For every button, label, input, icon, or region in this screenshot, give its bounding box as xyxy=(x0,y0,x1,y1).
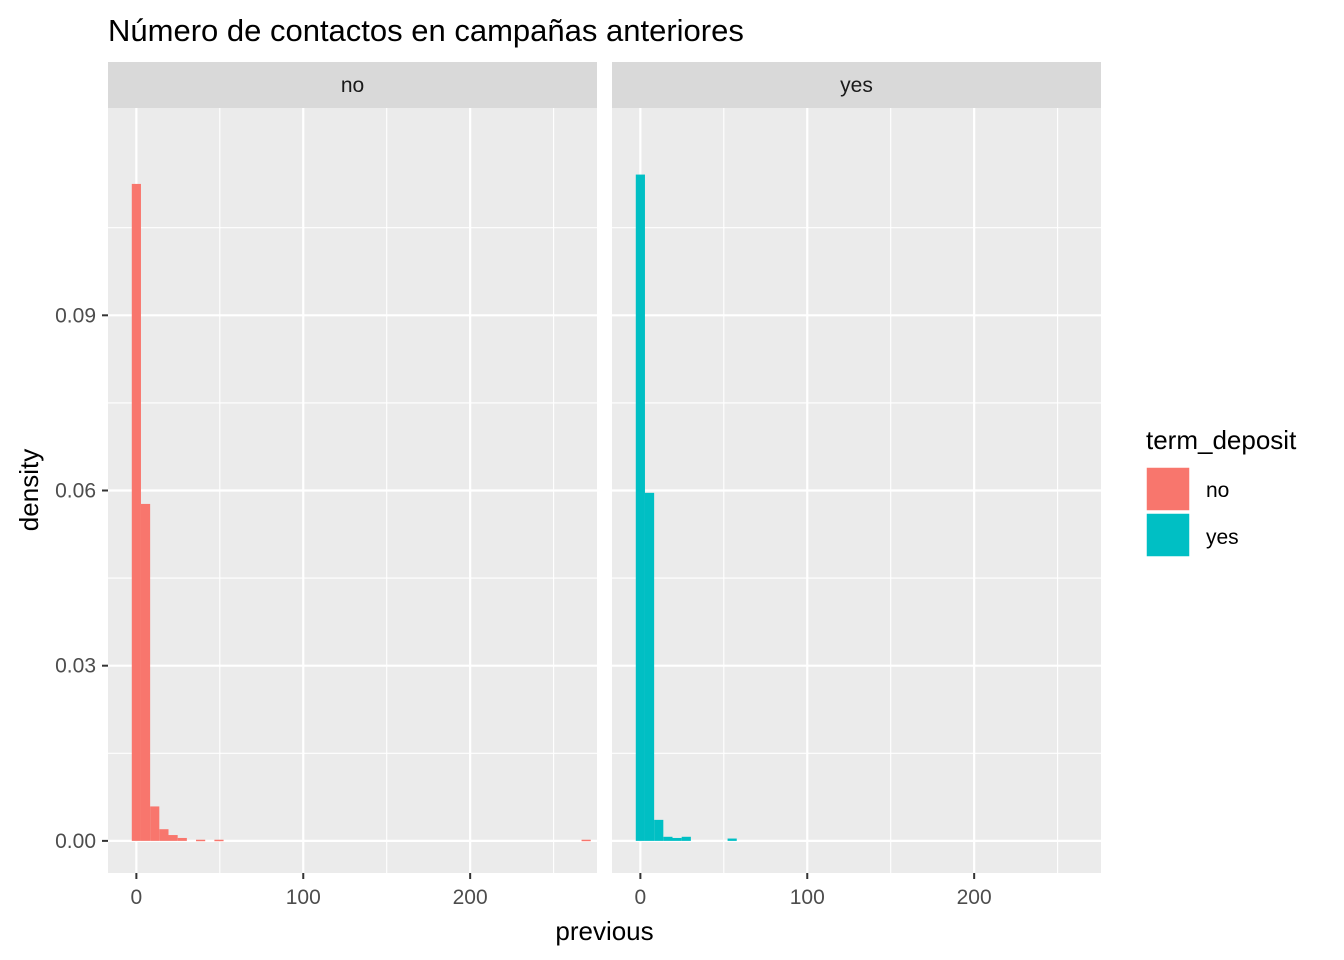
panel-no: no 0 100 200 xyxy=(108,62,597,909)
y-tick-label: 0.06 xyxy=(55,480,96,503)
facet-strip-label-no: no xyxy=(341,74,364,97)
legend: term_deposit no yes xyxy=(1145,425,1297,558)
chart-title: Número de contactos en campañas anterior… xyxy=(108,13,744,48)
histogram-bar xyxy=(140,503,151,841)
legend-key-yes xyxy=(1145,512,1191,558)
histogram-bar xyxy=(644,492,655,841)
facet-panels: no 0 100 200 yes 0 100 200 xyxy=(108,62,1101,909)
y-tick-label: 0.00 xyxy=(55,830,96,853)
histogram-bar xyxy=(727,838,737,841)
x-axis-title: previous xyxy=(555,916,653,946)
legend-key-no xyxy=(1145,466,1191,512)
histogram-bar xyxy=(672,837,682,841)
legend-label-no: no xyxy=(1206,479,1229,502)
x-tick-label: 200 xyxy=(957,886,992,909)
facet-strip-yes xyxy=(612,62,1101,108)
x-tick-label: 0 xyxy=(635,886,647,909)
panel-yes: yes 0 100 200 xyxy=(612,62,1101,909)
histogram-bar xyxy=(581,839,591,842)
facet-strip-no xyxy=(108,62,597,108)
histogram-bar xyxy=(168,835,178,841)
y-tick-label: 0.03 xyxy=(55,655,96,678)
y-axis: 0.00 0.03 0.06 0.09 xyxy=(55,304,108,853)
histogram-bar xyxy=(131,183,141,841)
histogram-bar xyxy=(150,806,160,841)
histogram-bar xyxy=(159,829,169,841)
histogram-bar xyxy=(214,839,224,842)
histogram-bar xyxy=(663,836,673,841)
histogram-bar xyxy=(681,836,691,841)
histogram-bar xyxy=(196,839,206,842)
x-tick-label: 100 xyxy=(286,886,321,909)
histogram-bar xyxy=(177,837,187,841)
x-tick-label: 200 xyxy=(453,886,488,909)
histogram-bar xyxy=(635,174,645,841)
facet-strip-label-yes: yes xyxy=(840,74,873,97)
x-tick-label: 100 xyxy=(790,886,825,909)
histogram-bar xyxy=(654,819,664,841)
x-tick-label: 0 xyxy=(131,886,143,909)
y-tick-label: 0.09 xyxy=(55,304,96,327)
legend-label-yes: yes xyxy=(1206,526,1239,549)
legend-title: term_deposit xyxy=(1146,425,1297,455)
y-axis-title: density xyxy=(14,449,44,531)
